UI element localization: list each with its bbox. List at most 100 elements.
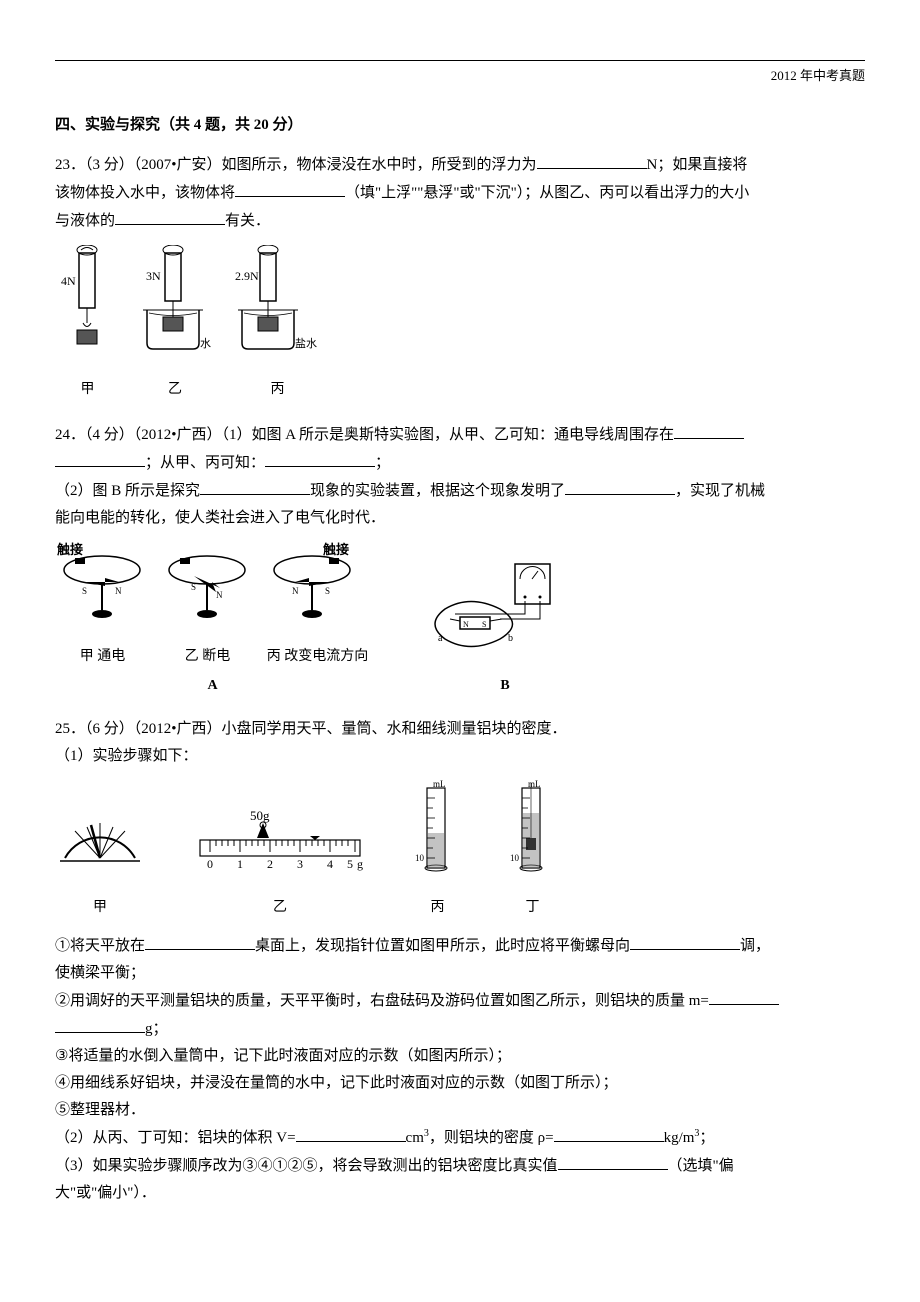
- q24-blank-1: [55, 449, 145, 467]
- q25-p2c: ，则铝块的密度 ρ=: [429, 1130, 554, 1146]
- svg-text:触接: 触接: [56, 542, 83, 557]
- svg-text:S: S: [191, 582, 196, 592]
- q24-text-5: ，实现了机械: [675, 483, 765, 499]
- weight-50g: 50g: [250, 808, 270, 823]
- q25-blank-6: [558, 1152, 668, 1170]
- q23-caption-yi: 乙: [135, 377, 215, 402]
- q25-step2-a: ②用调好的天平测量铝块的质量，天平平衡时，右盘砝码及游码位置如图乙所示，则铝块的…: [55, 993, 709, 1009]
- q23-text-2: N；如果直接将: [647, 157, 748, 173]
- section-title: 四、实验与探究（共 4 题，共 20 分）: [55, 112, 865, 139]
- q25-blank-3a: [709, 987, 779, 1005]
- q24-fig-b: NS a b B: [430, 559, 580, 698]
- q25-blank-5: [554, 1124, 664, 1142]
- q25-cap-jia: 甲: [55, 895, 145, 920]
- svg-text:N: N: [115, 586, 122, 596]
- q24-text-3: （2）图 B 所示是探究: [55, 483, 200, 499]
- q25-fig-yi: 50g 0 1 2 3 4: [195, 808, 365, 920]
- q25-cap-bing: 丙: [415, 895, 460, 920]
- q25-p2e: ；: [699, 1130, 714, 1146]
- q24a-cap-jia: 甲 通电: [55, 644, 150, 669]
- svg-text:5: 5: [347, 857, 353, 871]
- q23-caption-bing: 丙: [230, 377, 325, 402]
- q24a-cap-yi: 乙 断电: [160, 644, 255, 669]
- q25-fig-jia: 甲: [55, 813, 145, 920]
- q25-step2-b: g；: [145, 1021, 168, 1037]
- svg-text:10: 10: [415, 853, 425, 863]
- q24a-cap-bing: 丙 改变电流方向: [265, 644, 370, 669]
- q25-step1-c: 调，: [740, 938, 770, 954]
- induction-icon: NS a b: [430, 559, 580, 669]
- svg-text:触接: 触接: [322, 542, 349, 557]
- balance-pointer-icon: [55, 813, 145, 883]
- cylinder-bing-icon: mL 10: [415, 778, 460, 883]
- q23-fig-jia: 4N 甲: [55, 245, 120, 402]
- q25-step1-b: 桌面上，发现指针位置如图甲所示，此时应将平衡螺母向: [255, 938, 630, 954]
- svg-text:a: a: [438, 633, 443, 644]
- q24-figures: 触接 S N 甲 通电: [55, 542, 865, 698]
- header-year: 2012 年中考真题: [771, 68, 865, 83]
- beaker-salt: 盐水: [295, 337, 317, 350]
- reading-29n: 2.9N: [235, 269, 259, 283]
- q25-fig-ding: mL 10 丁: [510, 778, 555, 920]
- spring-scale-bing-icon: 2.9N 盐水: [230, 245, 325, 365]
- svg-text:10: 10: [510, 853, 520, 863]
- q25-p2b: cm: [406, 1130, 424, 1146]
- oersted-yi-icon: S N: [160, 542, 255, 632]
- q23-text-1: 23．（3 分）（2007•广安）如图所示，物体浸没在水中时，所受到的浮力为: [55, 157, 537, 173]
- q24-fig-a: 触接 S N 甲 通电: [55, 542, 370, 698]
- q25-step5: ⑤整理器材．: [55, 1102, 145, 1118]
- svg-text:1: 1: [237, 857, 243, 871]
- q23-blank-2: [235, 179, 345, 197]
- q24-blank-3: [200, 477, 310, 495]
- q25-step3: ③将适量的水倒入量筒中，记下此时液面对应的示数（如图丙所示）；: [55, 1048, 511, 1064]
- q25-step1-d: 使横梁平衡；: [55, 965, 145, 981]
- cylinder-ding-icon: mL 10: [510, 778, 555, 883]
- q24-blank-0: [674, 421, 744, 439]
- question-24: 24．（4 分）（2012•广西）（1）如图 A 所示是奥斯特实验图，从甲、乙可…: [55, 421, 865, 698]
- q23-text-5: 与液体的: [55, 213, 115, 229]
- q25-figures: 甲 50g 0 1: [55, 778, 865, 920]
- svg-text:3: 3: [297, 857, 303, 871]
- q24-text-2: ；从甲、丙可知：: [145, 455, 265, 471]
- spring-scale-jia-icon: 4N: [55, 245, 120, 365]
- reading-4n: 4N: [61, 274, 76, 288]
- q24-blank-2: [265, 449, 375, 467]
- q25-p3b: （选填"偏: [668, 1158, 734, 1174]
- svg-text:N: N: [292, 586, 299, 596]
- q23-text-6: 有关．: [225, 213, 270, 229]
- q23-fig-yi: 3N 水 乙: [135, 245, 215, 402]
- q24-label-a: A: [207, 673, 217, 698]
- svg-text:0: 0: [207, 857, 213, 871]
- svg-text:N: N: [463, 620, 469, 629]
- q25-p3a: （3）如果实验步骤顺序改为③④①②⑤，将会导致测出的铝块密度比真实值: [55, 1158, 558, 1174]
- q23-text-3: 该物体投入水中，该物体将: [55, 185, 235, 201]
- q24-text-2b: ；: [375, 455, 390, 471]
- svg-text:2: 2: [267, 857, 273, 871]
- q25-blank-4: [296, 1124, 406, 1142]
- svg-text:S: S: [482, 620, 486, 629]
- balance-scale-icon: 50g 0 1 2 3 4: [195, 808, 365, 883]
- q23-caption-jia: 甲: [55, 377, 120, 402]
- q25-p2d: kg/m: [664, 1130, 695, 1146]
- q25-text-2: （1）实验步骤如下：: [55, 748, 198, 764]
- q25-cap-yi: 乙: [195, 895, 365, 920]
- q25-text-1: 25．（6 分）（2012•广西）小盘同学用天平、量筒、水和细线测量铝块的密度．: [55, 721, 567, 737]
- q25-fig-bing: mL 10 丙: [415, 778, 460, 920]
- q25-p3c: 大"或"偏小"）．: [55, 1185, 156, 1201]
- svg-text:S: S: [325, 586, 330, 596]
- question-25: 25．（6 分）（2012•广西）小盘同学用天平、量筒、水和细线测量铝块的密度．…: [55, 716, 865, 1207]
- page-header: 2012 年中考真题: [55, 60, 865, 87]
- q23-figures: 4N 甲 3N 水 乙: [55, 245, 865, 402]
- oersted-bing-icon: 触接 S N: [265, 542, 370, 632]
- q25-blank-2: [630, 932, 740, 950]
- q24-text-1: 24．（4 分）（2012•广西）（1）如图 A 所示是奥斯特实验图，从甲、乙可…: [55, 427, 674, 443]
- q25-cap-ding: 丁: [510, 895, 555, 920]
- q25-p2a: （2）从丙、丁可知：铝块的体积 V=: [55, 1130, 296, 1146]
- q24-label-b: B: [500, 673, 509, 698]
- q25-blank-1: [145, 932, 255, 950]
- q25-step4: ④用细线系好铝块，并浸没在量筒的水中，记下此时液面对应的示数（如图丁所示）；: [55, 1075, 618, 1091]
- svg-text:g: g: [357, 857, 363, 871]
- svg-text:4: 4: [327, 857, 333, 871]
- q23-fig-bing: 2.9N 盐水 丙: [230, 245, 325, 402]
- q23-blank-1: [537, 151, 647, 169]
